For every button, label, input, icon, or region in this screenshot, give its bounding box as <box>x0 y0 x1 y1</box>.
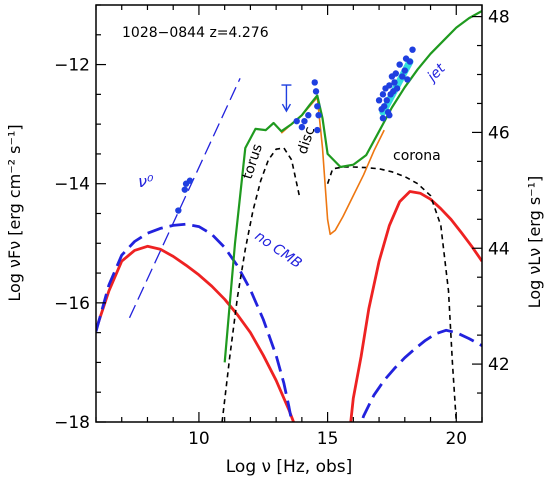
data-point <box>396 61 403 68</box>
series-total <box>223 10 482 363</box>
model-curves <box>96 10 482 422</box>
data-point <box>293 117 300 125</box>
series-no-cmb-low <box>96 222 294 422</box>
series-no-cmb-high <box>360 328 482 422</box>
series-with-cmb-low <box>96 244 296 422</box>
data-point <box>375 97 383 104</box>
upper-limit-arrow <box>281 84 292 113</box>
data-point <box>298 123 306 131</box>
data-point <box>305 112 312 119</box>
y-tick-label-left: −12 <box>54 56 90 76</box>
y-tick-label-left: −18 <box>54 413 90 433</box>
data-point <box>315 112 322 119</box>
y-tick-label-right: 46 <box>488 123 510 143</box>
data-point <box>301 117 308 125</box>
plot-frame <box>95 4 483 423</box>
data-point <box>401 67 408 74</box>
data-point <box>381 103 388 110</box>
data-points <box>175 46 416 214</box>
x-tick-label: 20 <box>445 429 467 449</box>
series-thermal <box>280 96 385 236</box>
data-point <box>386 112 393 119</box>
data-point <box>379 91 387 98</box>
data-point <box>392 70 399 77</box>
label-corona: corona <box>393 148 441 164</box>
y-tick-label-right: 48 <box>488 8 510 28</box>
label-no-cmb: no CMB <box>252 228 305 272</box>
y-axis-right: 42 44 46 48 <box>472 8 510 394</box>
data-point <box>406 58 414 65</box>
y-axis-left: −18 −16 −14 −12 <box>54 4 106 433</box>
y-tick-label-right: 44 <box>488 239 510 259</box>
data-point <box>312 88 320 95</box>
data-point <box>383 97 390 104</box>
x-axis-title: Log ν [Hz, obs] <box>226 457 353 477</box>
label-jet: jet <box>423 60 449 86</box>
data-point <box>314 126 321 134</box>
data-point <box>391 79 398 86</box>
series-nu0 <box>128 78 241 319</box>
x-tick-label: 10 <box>188 429 210 449</box>
label-torus: torus <box>240 142 266 181</box>
data-point <box>404 76 411 83</box>
data-point <box>311 79 318 86</box>
data-point <box>181 186 188 193</box>
x-axis: 10 15 20 <box>95 5 483 449</box>
y-tick-label-left: −14 <box>54 175 90 195</box>
data-point <box>379 114 387 122</box>
x-tick-label: 15 <box>317 429 339 449</box>
data-point <box>386 82 393 89</box>
data-point <box>314 103 321 110</box>
series-torus <box>221 147 301 422</box>
y-axis-title-right: Log νLν [erg s⁻¹] <box>525 176 544 309</box>
source-annotation: 1028−0844 z=4.276 <box>122 25 269 41</box>
y-axis-title-left: Log νFν [erg cm⁻² s⁻¹] <box>5 124 24 301</box>
data-point <box>409 46 416 53</box>
data-point <box>393 85 401 92</box>
data-point <box>175 207 182 214</box>
label-disc: disc <box>295 125 319 156</box>
data-point <box>399 73 406 80</box>
data-point <box>182 180 190 187</box>
series-with-cmb-high <box>349 190 482 422</box>
y-tick-label-right: 42 <box>488 355 510 375</box>
y-tick-label-left: −16 <box>54 294 90 314</box>
label-nu0: ν⁰ <box>138 172 154 191</box>
